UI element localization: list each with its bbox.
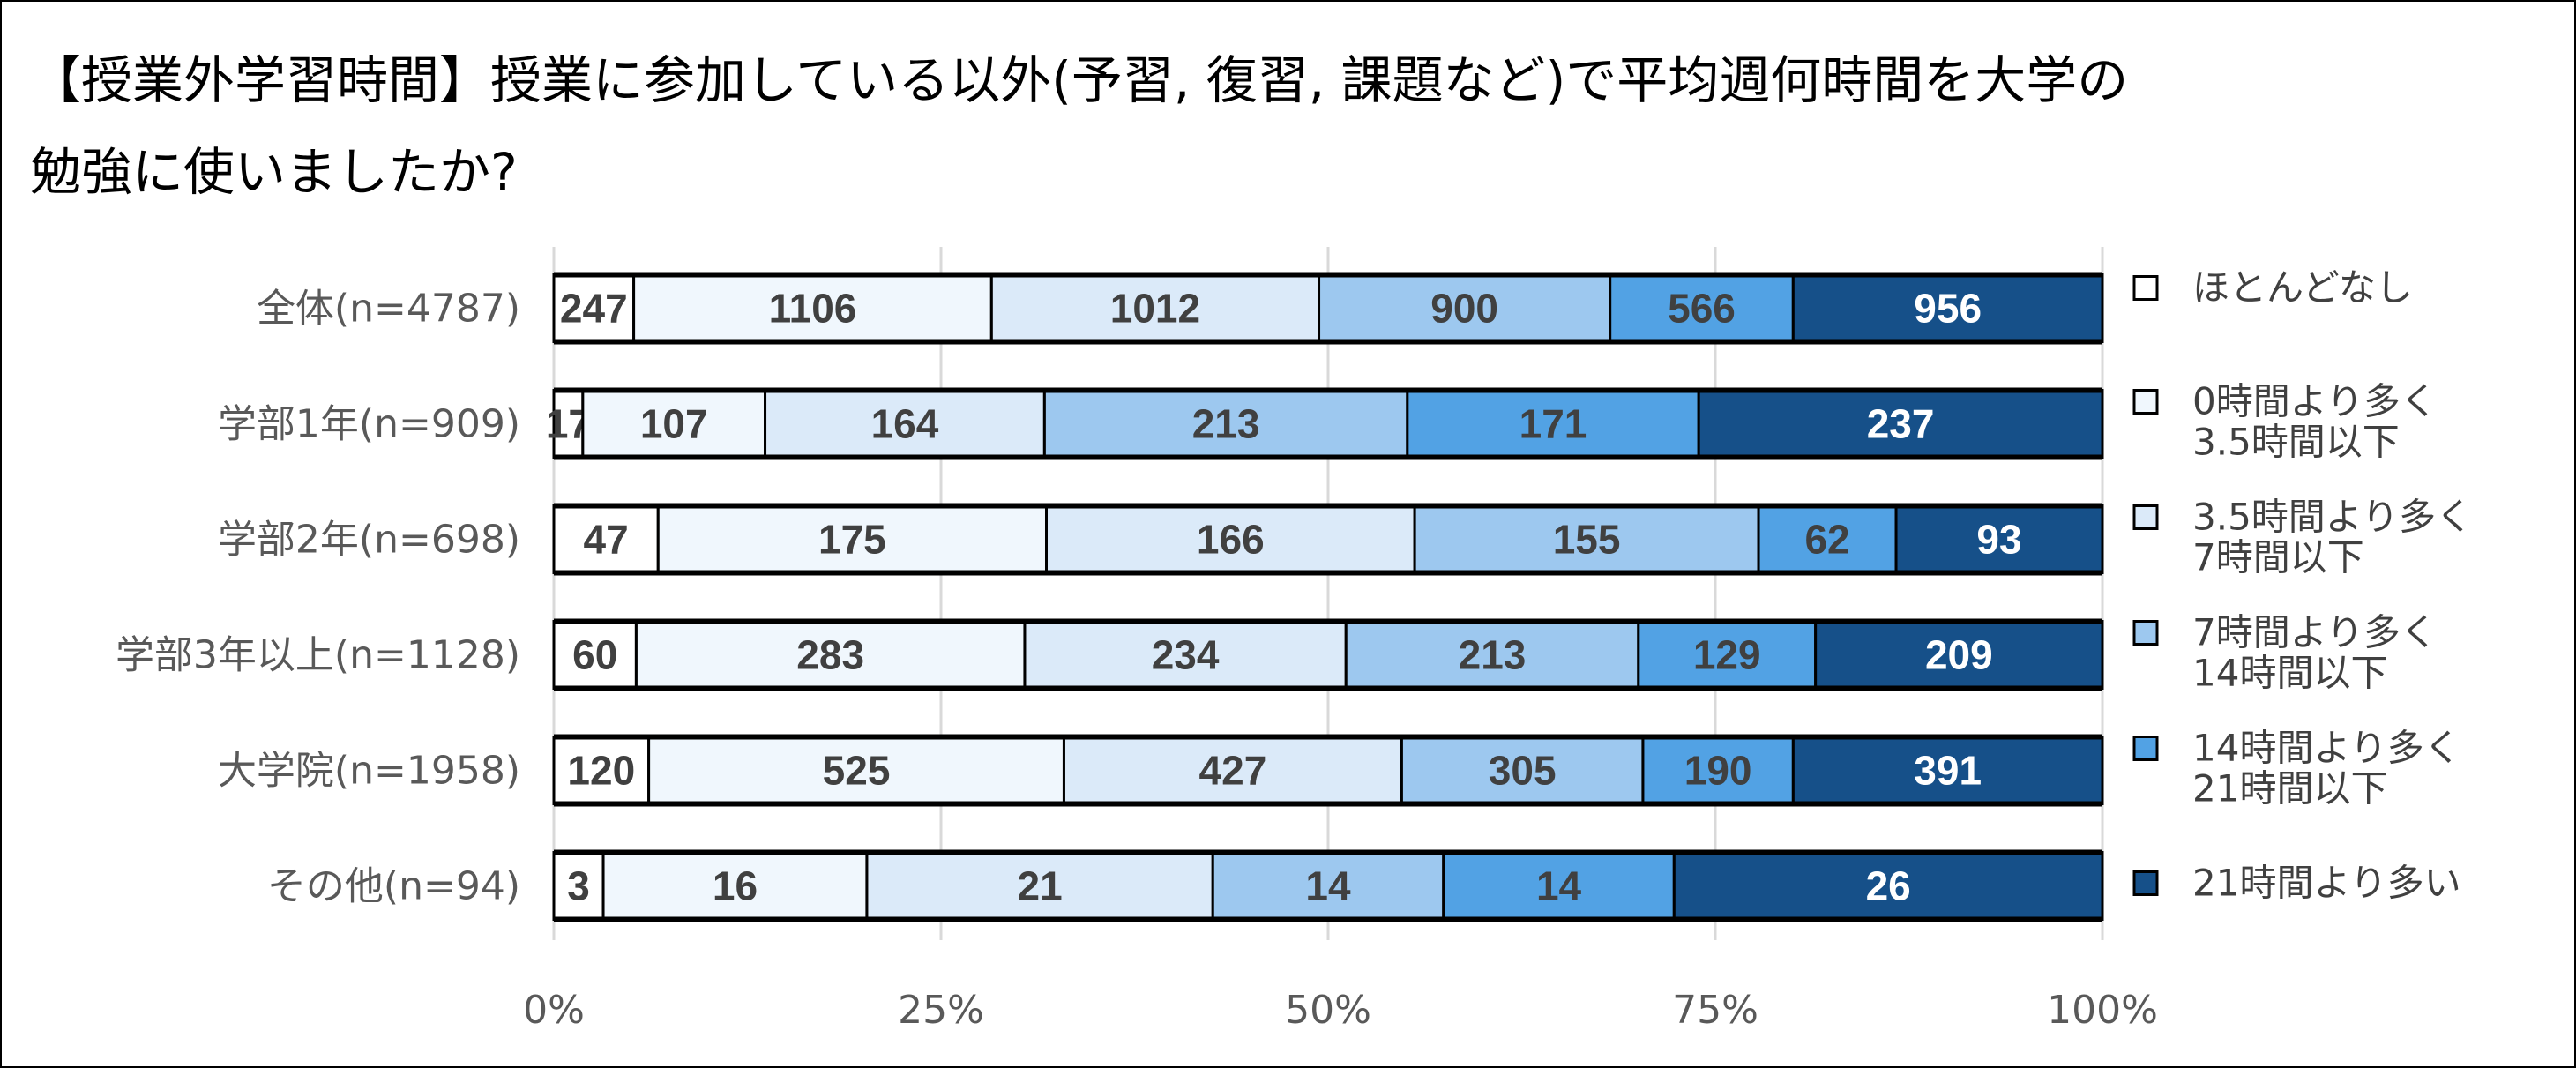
bar-segment bbox=[1697, 389, 2104, 459]
data-label: 391 bbox=[1914, 748, 1982, 794]
data-label: 175 bbox=[818, 517, 886, 563]
data-label: 1106 bbox=[769, 286, 857, 332]
x-tick-label: 100% bbox=[2047, 988, 2158, 1033]
data-label: 525 bbox=[823, 748, 891, 794]
data-label: 47 bbox=[584, 517, 629, 563]
data-label: 93 bbox=[1976, 517, 2021, 563]
bar-segment bbox=[1442, 851, 1676, 921]
data-label: 26 bbox=[1866, 863, 1911, 909]
bar-segment bbox=[601, 851, 869, 921]
bar-segment bbox=[1406, 389, 1700, 459]
data-label: 164 bbox=[871, 401, 939, 447]
bar-segment bbox=[1318, 273, 1612, 343]
x-tick-label: 50% bbox=[1285, 988, 1371, 1033]
legend-swatch bbox=[2132, 389, 2159, 415]
data-label: 21 bbox=[1017, 863, 1062, 909]
legend-label: 7時間より多く bbox=[2192, 611, 2438, 654]
data-label: 213 bbox=[1192, 401, 1260, 447]
legend-label: 7時間以下 bbox=[2192, 536, 2364, 579]
category-label: 学部2年(n=698) bbox=[218, 518, 520, 563]
category-label: 学部1年(n=909) bbox=[218, 402, 520, 447]
chart-title-line2: 勉強に使いましたか? bbox=[30, 142, 518, 202]
data-label: 234 bbox=[1152, 632, 1220, 678]
bar-segment bbox=[1894, 504, 2104, 574]
x-tick-label: 0% bbox=[523, 988, 585, 1033]
data-label: 566 bbox=[1668, 286, 1736, 332]
chart-title-line1: 【授業外学習時間】授業に参加している以外(予習, 復習, 課題など)で平均週何時… bbox=[30, 50, 2129, 110]
legend-swatch bbox=[2132, 620, 2159, 646]
legend-label: 3.5時間以下 bbox=[2192, 421, 2400, 464]
data-label: 1012 bbox=[1110, 286, 1200, 332]
legend-swatch bbox=[2132, 275, 2159, 301]
legend-label: ほとんどなし bbox=[2192, 266, 2413, 310]
x-tick-label: 25% bbox=[898, 988, 984, 1033]
data-label: 120 bbox=[567, 748, 635, 794]
data-label: 14 bbox=[1536, 863, 1582, 909]
legend-label: 3.5時間より多く bbox=[2192, 496, 2473, 539]
bar-segment bbox=[1641, 736, 1795, 805]
data-label: 155 bbox=[1553, 517, 1621, 563]
bar-segment bbox=[764, 389, 1046, 459]
data-label: 900 bbox=[1430, 286, 1498, 332]
data-label: 209 bbox=[1925, 632, 1993, 678]
data-label: 107 bbox=[640, 401, 708, 447]
data-label: 213 bbox=[1459, 632, 1527, 678]
category-label: その他(n=94) bbox=[267, 864, 520, 909]
data-label: 3 bbox=[567, 863, 590, 909]
bar-segment bbox=[656, 504, 1048, 574]
data-label: 166 bbox=[1197, 517, 1265, 563]
x-tick-label: 75% bbox=[1672, 988, 1758, 1033]
data-label: 62 bbox=[1804, 517, 1849, 563]
legend-label: 21時間以下 bbox=[2192, 767, 2387, 810]
bar-segment bbox=[1044, 504, 1416, 574]
data-label: 14 bbox=[1305, 863, 1351, 909]
data-label: 237 bbox=[1867, 401, 1935, 447]
bar-segment bbox=[989, 273, 1321, 343]
legend-label: 21時間より多い bbox=[2192, 862, 2461, 905]
data-label: 956 bbox=[1914, 286, 1982, 332]
category-label: 大学院(n=1958) bbox=[218, 749, 520, 794]
data-label: 305 bbox=[1489, 748, 1557, 794]
bar-segment bbox=[1413, 504, 1760, 574]
data-label: 427 bbox=[1199, 748, 1267, 794]
data-label: 283 bbox=[796, 632, 864, 678]
legend-label: 0時間より多く bbox=[2192, 380, 2438, 423]
bar-segment bbox=[552, 620, 638, 690]
bar-segment bbox=[1791, 736, 2104, 805]
legend-label: 14時間以下 bbox=[2192, 652, 2387, 695]
bar-segment bbox=[1814, 620, 2104, 690]
bar-segment bbox=[581, 389, 767, 459]
data-label: 129 bbox=[1693, 632, 1761, 678]
legend-label: 14時間より多く bbox=[2192, 727, 2461, 770]
bar-segment bbox=[552, 273, 636, 343]
category-label: 全体(n=4787) bbox=[257, 287, 520, 332]
category-label: 学部3年以上(n=1128) bbox=[116, 633, 520, 678]
data-label: 60 bbox=[572, 632, 617, 678]
legend-swatch bbox=[2132, 736, 2159, 761]
legend-swatch bbox=[2132, 504, 2159, 530]
data-label: 190 bbox=[1684, 748, 1752, 794]
data-label: 171 bbox=[1519, 401, 1587, 447]
data-label: 16 bbox=[713, 863, 758, 909]
legend-swatch bbox=[2132, 870, 2159, 896]
data-label: 247 bbox=[560, 286, 628, 332]
